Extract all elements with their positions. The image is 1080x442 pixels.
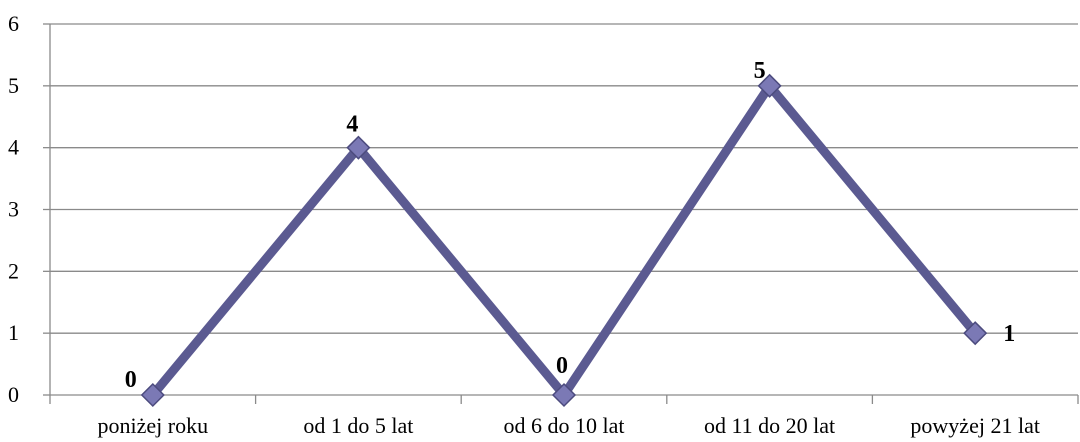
data-label-4: 5 [754,58,766,84]
data-label-5: 1 [1003,321,1015,347]
x-tick-label-3: od 6 do 10 lat [504,413,625,438]
y-tick-label-0: 0 [8,382,19,407]
x-tick-label-1: poniżej roku [98,413,209,438]
y-tick-label-3: 3 [8,197,19,222]
series-layer [140,73,988,408]
x-tick-label-5: powyżej 21 lat [910,413,1040,438]
data-point-3 [551,382,577,408]
y-tick-label-6: 6 [8,11,19,36]
y-tick-label-4: 4 [8,135,19,160]
data-label-3: 0 [556,353,568,379]
x-tick-label-4: od 11 do 20 lat [704,413,835,438]
series-line-1 [149,78,979,403]
data-labels: 0 4 0 5 1 [125,58,1015,393]
gridlines [50,23,1078,334]
data-point-4 [757,73,782,98]
data-point-1 [140,382,165,408]
y-tick-label-5: 5 [8,73,19,98]
data-point-2 [346,135,371,160]
x-axis-ticks: poniżej roku od 1 do 5 lat od 6 do 10 lat o… [49,395,1079,438]
x-tick-label-2: od 1 do 5 lat [303,413,413,438]
data-label-1: 0 [125,367,137,393]
y-axis-ticks: 0 1 2 3 4 5 6 [8,11,50,407]
y-tick-label-1: 1 [8,320,19,345]
data-point-5 [963,321,988,346]
y-tick-label-2: 2 [8,258,19,283]
data-label-2: 4 [346,112,358,138]
